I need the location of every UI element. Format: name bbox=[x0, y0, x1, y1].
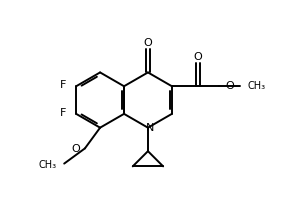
Text: F: F bbox=[60, 80, 66, 90]
Text: O: O bbox=[144, 38, 152, 48]
Text: CH₃: CH₃ bbox=[38, 160, 56, 170]
Text: O: O bbox=[71, 144, 80, 154]
Text: N: N bbox=[146, 123, 154, 133]
Text: F: F bbox=[60, 108, 66, 118]
Text: CH₃: CH₃ bbox=[247, 81, 266, 91]
Text: O: O bbox=[226, 81, 234, 91]
Text: O: O bbox=[194, 52, 202, 62]
